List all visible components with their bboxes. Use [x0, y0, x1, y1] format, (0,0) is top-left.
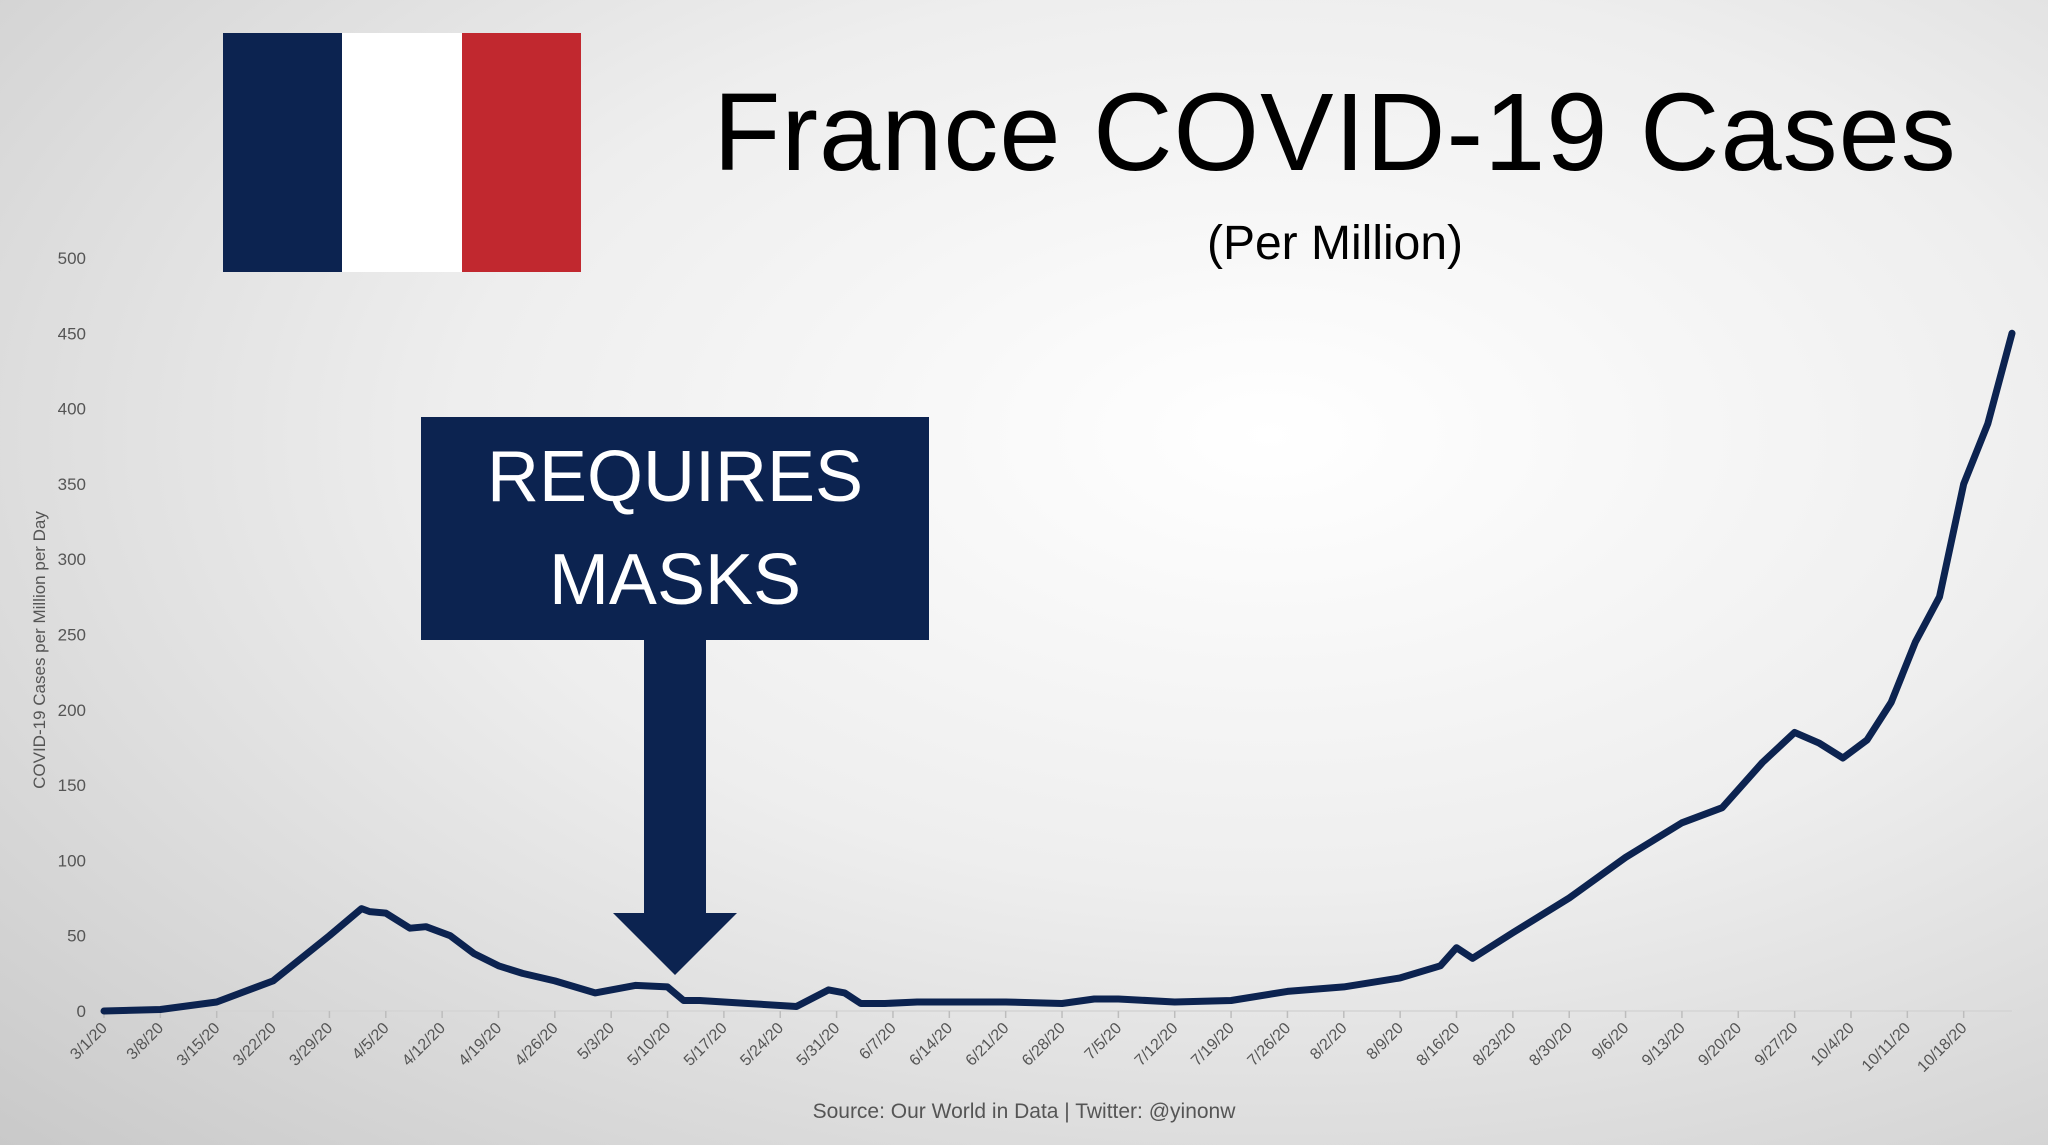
flag-stripe-white — [342, 33, 462, 272]
x-tick-label: 3/29/20 — [286, 1020, 336, 1070]
y-tick-label: 400 — [58, 400, 86, 419]
x-tick-label: 3/1/20 — [67, 1020, 111, 1064]
chart-title: France COVID-19 Cases — [713, 71, 1957, 194]
x-tick-label: 3/22/20 — [230, 1020, 280, 1070]
arrow-icon — [613, 638, 737, 975]
x-tick-label: 9/13/20 — [1639, 1020, 1689, 1070]
y-tick-label: 0 — [77, 1002, 86, 1021]
x-tick-label: 6/28/20 — [1019, 1020, 1069, 1070]
flag-stripe-blue — [223, 33, 343, 272]
x-tick-label: 8/16/20 — [1414, 1020, 1464, 1070]
x-tick-label: 5/3/20 — [575, 1020, 619, 1064]
x-tick-label: 8/2/20 — [1307, 1020, 1351, 1064]
x-tick-label: 5/10/20 — [625, 1020, 675, 1070]
x-tick-label: 8/9/20 — [1364, 1020, 1408, 1064]
y-tick-label: 150 — [58, 776, 86, 795]
y-axis-label: COVID-19 Cases per Million per Day — [30, 511, 49, 789]
x-tick-label: 3/15/20 — [174, 1020, 224, 1070]
x-tick-label: 5/24/20 — [737, 1020, 787, 1070]
x-tick-label: 10/18/20 — [1914, 1020, 1970, 1076]
y-tick-label: 100 — [58, 851, 86, 870]
x-tick-label: 7/26/20 — [1244, 1020, 1294, 1070]
y-tick-label: 250 — [58, 626, 86, 645]
x-tick-label: 4/26/20 — [512, 1020, 562, 1070]
x-tick-label: 7/12/20 — [1132, 1020, 1182, 1070]
flag-stripe-red — [461, 33, 581, 272]
x-tick-label: 4/5/20 — [349, 1020, 393, 1064]
x-tick-label: 6/21/20 — [963, 1020, 1013, 1070]
y-tick-label: 300 — [58, 550, 86, 569]
x-tick-label: 10/11/20 — [1859, 1020, 1914, 1075]
y-tick-label: 450 — [58, 324, 86, 343]
x-tick-label: 5/31/20 — [794, 1020, 844, 1070]
y-tick-label: 50 — [67, 927, 86, 946]
source-caption: Source: Our World in Data | Twitter: @yi… — [812, 1100, 1236, 1123]
requires-masks-callout: REQUIRES MASKS — [421, 417, 929, 640]
callout-line-1: REQUIRES — [486, 436, 864, 517]
x-tick-label: 9/6/20 — [1589, 1020, 1633, 1064]
x-tick-label: 4/19/20 — [456, 1020, 506, 1070]
x-tick-label: 4/12/20 — [399, 1020, 449, 1070]
series-layer — [100, 329, 2016, 1015]
chart-subtitle: (Per Million) — [1206, 217, 1464, 270]
x-tick-label: 8/30/20 — [1526, 1020, 1576, 1070]
x-tick-label: 9/20/20 — [1695, 1020, 1745, 1070]
x-axis: 3/1/20 3/8/20 3/15/20 3/22/20 3/29/20 4/5/20 4… — [67, 1011, 1971, 1076]
france-flag — [223, 33, 581, 272]
y-tick-label: 200 — [58, 701, 86, 720]
y-axis: 0 50 100 150 200 250 300 350 400 450 500 — [58, 249, 86, 1021]
x-tick-label: 6/14/20 — [906, 1020, 956, 1070]
x-tick-label: 3/8/20 — [124, 1020, 168, 1064]
x-tick-label: 10/4/20 — [1808, 1020, 1858, 1070]
callout-line-2: MASKS — [548, 539, 802, 620]
x-tick-label: 7/5/20 — [1082, 1020, 1126, 1064]
x-tick-label: 7/19/20 — [1188, 1020, 1238, 1070]
y-tick-label: 500 — [58, 249, 86, 268]
x-tick-label: 9/27/20 — [1752, 1020, 1802, 1070]
x-tick-label: 5/17/20 — [681, 1020, 731, 1070]
series-line — [100, 329, 2016, 1015]
x-tick-label: 6/7/20 — [856, 1020, 900, 1064]
x-tick-label: 8/23/20 — [1470, 1020, 1520, 1070]
y-tick-label: 350 — [58, 475, 86, 494]
